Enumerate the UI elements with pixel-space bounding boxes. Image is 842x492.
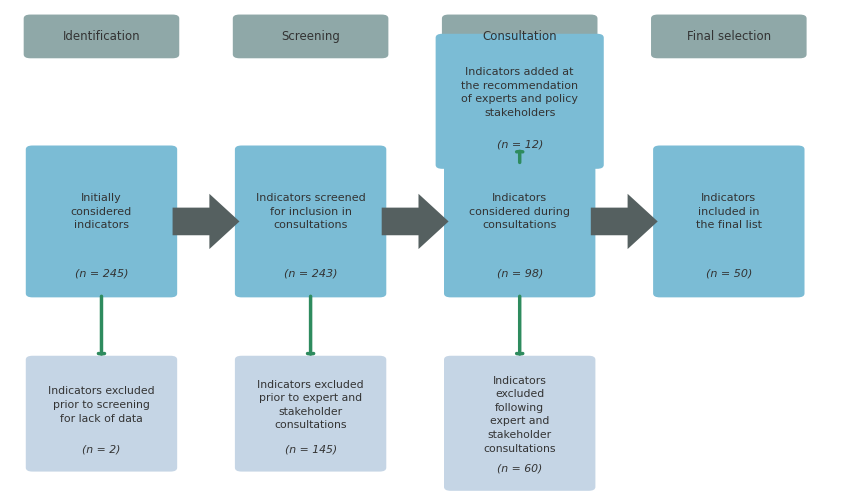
FancyBboxPatch shape: [653, 146, 804, 297]
Text: Consultation: Consultation: [482, 30, 557, 43]
Polygon shape: [381, 194, 449, 249]
FancyBboxPatch shape: [444, 356, 595, 491]
Text: (n = 50): (n = 50): [706, 268, 752, 278]
Text: Screening: Screening: [281, 30, 340, 43]
Text: (n = 145): (n = 145): [285, 444, 337, 455]
FancyBboxPatch shape: [26, 146, 177, 297]
Text: (n = 243): (n = 243): [284, 268, 338, 278]
Text: Indicators
included in
the final list: Indicators included in the final list: [695, 193, 762, 230]
Text: Indicators
excluded
following
expert and
stakeholder
consultations: Indicators excluded following expert and…: [483, 375, 556, 454]
Text: Identification: Identification: [62, 30, 141, 43]
Text: (n = 2): (n = 2): [83, 444, 120, 455]
Text: Final selection: Final selection: [687, 30, 771, 43]
FancyBboxPatch shape: [435, 34, 604, 169]
Text: Indicators excluded
prior to expert and
stakeholder
consultations: Indicators excluded prior to expert and …: [258, 380, 364, 430]
Polygon shape: [591, 194, 658, 249]
FancyBboxPatch shape: [235, 146, 386, 297]
Text: (n = 98): (n = 98): [497, 268, 543, 278]
FancyBboxPatch shape: [444, 146, 595, 297]
Text: (n = 12): (n = 12): [497, 140, 543, 150]
Text: Indicators excluded
prior to screening
for lack of data: Indicators excluded prior to screening f…: [48, 386, 155, 424]
FancyBboxPatch shape: [26, 356, 177, 471]
Text: (n = 60): (n = 60): [497, 463, 542, 474]
FancyBboxPatch shape: [232, 15, 388, 58]
FancyBboxPatch shape: [24, 15, 179, 58]
FancyBboxPatch shape: [442, 15, 598, 58]
Text: Indicators added at
the recommendation
of experts and policy
stakeholders: Indicators added at the recommendation o…: [461, 67, 578, 118]
Text: Indicators
considered during
consultations: Indicators considered during consultatio…: [469, 193, 570, 230]
FancyBboxPatch shape: [651, 15, 807, 58]
Text: Indicators screened
for inclusion in
consultations: Indicators screened for inclusion in con…: [256, 193, 365, 230]
Polygon shape: [173, 194, 239, 249]
FancyBboxPatch shape: [235, 356, 386, 471]
Text: (n = 245): (n = 245): [75, 268, 128, 278]
Text: Initially
considered
indicators: Initially considered indicators: [71, 193, 132, 230]
